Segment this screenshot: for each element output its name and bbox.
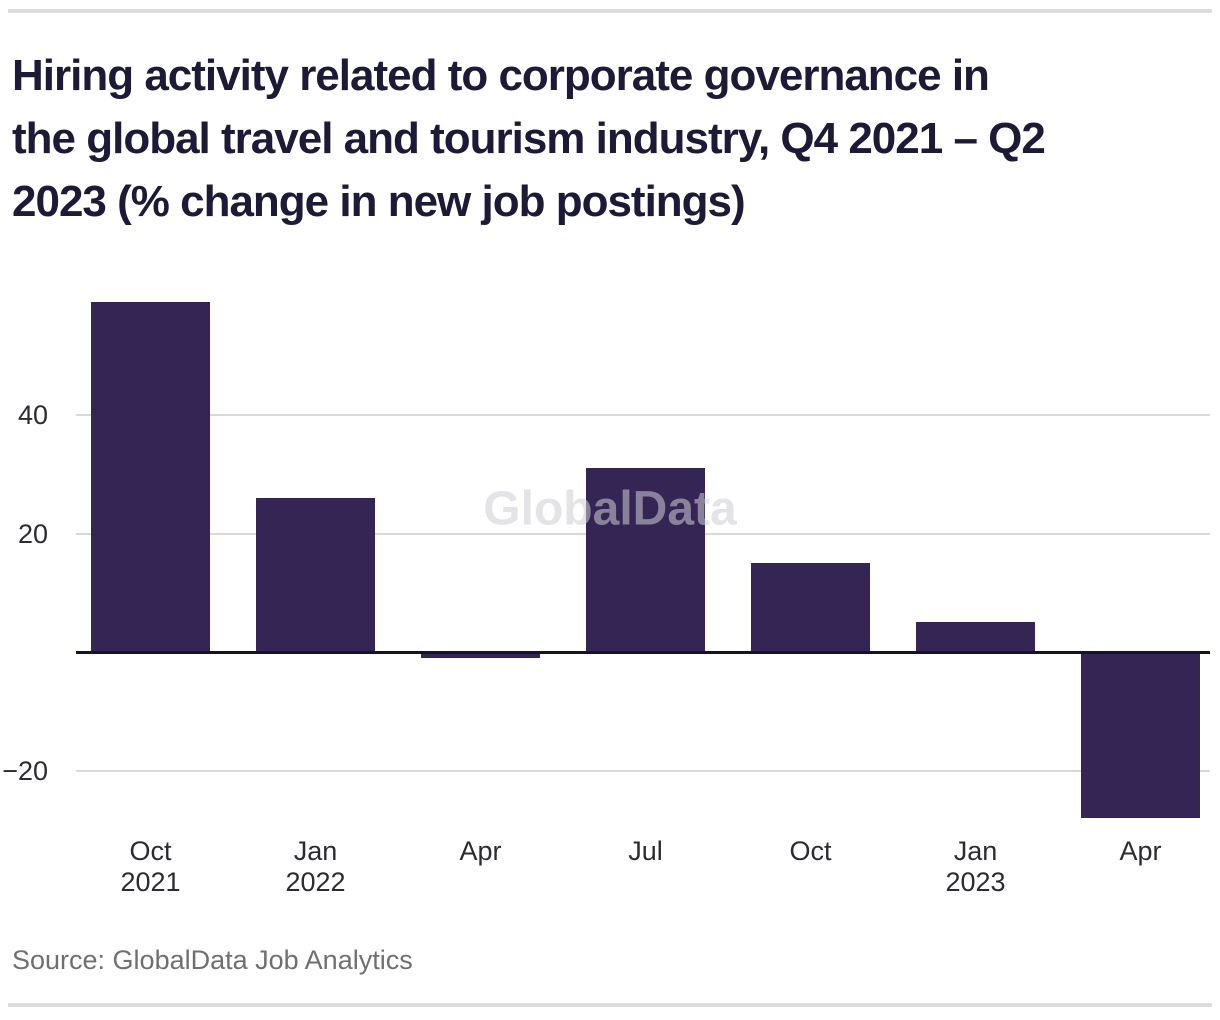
y-tick-label--20: −20: [2, 755, 48, 786]
x-tick-label-1: Jan 2022: [234, 836, 398, 898]
bar-jan-2023: [916, 622, 1035, 652]
bar-jan-2022: [256, 497, 375, 652]
top-divider: [8, 9, 1212, 13]
title-line-1: Hiring activity related to corporate gov…: [12, 51, 990, 100]
bar-oct-2021: [91, 302, 210, 652]
x-tick-text: Jul: [628, 836, 663, 866]
title-line-2: the global travel and tourism industry, …: [12, 114, 1046, 163]
title-line-3: 2023 (% change in new job postings): [12, 177, 746, 226]
x-tick-label-5: Jan 2023: [894, 836, 1058, 898]
x-tick-text: 2022: [285, 867, 346, 897]
y-tick-label-20: 20: [17, 518, 48, 549]
x-tick-label-3: Jul: [564, 836, 728, 867]
x-tick-text: Oct: [129, 836, 172, 866]
x-tick-label-4: Oct: [729, 836, 893, 867]
gridline--20: [76, 769, 1210, 772]
x-tick-label-2: Apr: [399, 836, 563, 867]
x-tick-text: Jan: [953, 836, 998, 866]
bar-apr: [1081, 652, 1200, 818]
x-tick-label-0: Oct 2021: [69, 836, 233, 898]
y-tick-label-40: 40: [17, 400, 48, 430]
x-tick-text: 2023: [945, 867, 1006, 897]
bar-oct: [751, 563, 870, 652]
x-tick-text: 2021: [120, 867, 181, 897]
x-tick-text: Apr: [1119, 836, 1162, 866]
bottom-divider: [8, 1003, 1212, 1007]
x-tick-text: Apr: [459, 836, 502, 866]
bar-jul: [586, 468, 705, 652]
x-tick-label-6: Apr: [1059, 836, 1220, 867]
x-axis-line: [76, 650, 1210, 654]
x-tick-text: Jan: [293, 836, 338, 866]
chart-title: Hiring activity related to corporate gov…: [12, 44, 1202, 233]
source-caption: Source: GlobalData Job Analytics: [12, 945, 413, 975]
gridline-40: [76, 414, 1210, 416]
x-tick-text: Oct: [789, 836, 832, 866]
bar-apr: [421, 652, 540, 658]
